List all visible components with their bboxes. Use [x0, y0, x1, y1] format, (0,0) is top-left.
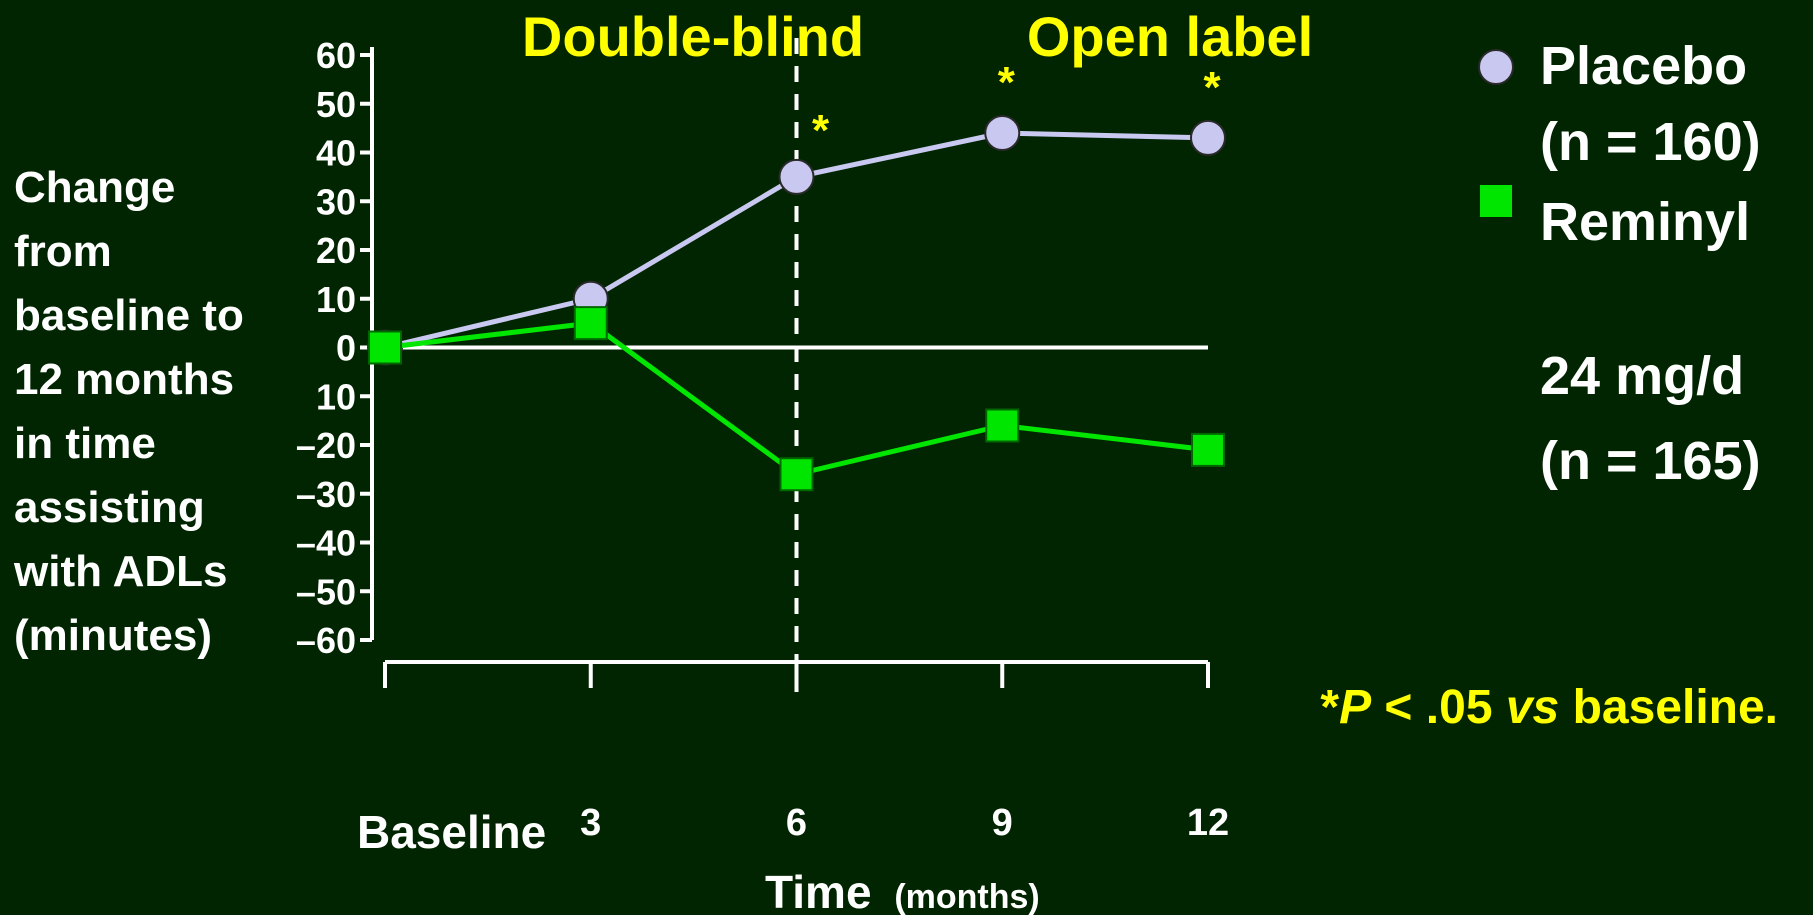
y-axis-label-line: in time — [14, 419, 156, 468]
x-axis-title: Time (months) — [765, 866, 1040, 915]
y-tick-label: 20 — [316, 230, 356, 271]
y-axis-label-line: with ADLs — [13, 547, 227, 596]
significance-marker: * — [812, 106, 830, 155]
footnote-star: * — [1320, 681, 1339, 734]
significance-marker: * — [998, 58, 1016, 107]
legend-reminyl-label: Reminyl 24 mg/d (n = 165) — [1540, 192, 1765, 491]
y-axis-label-line: from — [14, 227, 112, 276]
x-tick-label: 3 — [580, 802, 601, 844]
significance-marker: * — [1203, 63, 1221, 112]
legend-reminyl-line: 24 mg/d — [1540, 346, 1744, 406]
x-tick-label: 6 — [786, 802, 807, 844]
y-axis-label-line: baseline to — [14, 291, 244, 340]
series-layer: * * * — [367, 58, 1226, 492]
phase-label-open-label: Open label — [1027, 5, 1313, 68]
legend-placebo-label: Placebo (n = 160) — [1540, 36, 1762, 172]
data-point-placebo — [984, 115, 1021, 151]
y-tick-label: 0 — [336, 328, 356, 369]
data-point-reminyl — [368, 330, 402, 365]
x-tick-label: Baseline — [357, 806, 546, 858]
y-tick-label: 10 — [316, 279, 356, 320]
legend-placebo-marker — [1478, 49, 1514, 85]
y-tick-label: –20 — [296, 425, 356, 466]
footnote: *P < .05 vs baseline. — [1320, 681, 1778, 734]
y-tick-label: 60 — [316, 35, 356, 76]
footnote-tail: baseline. — [1559, 681, 1778, 734]
x-tick-label: 9 — [992, 802, 1013, 844]
legend-reminyl-marker — [1480, 185, 1512, 217]
axes-layer: 60 50 40 30 20 10 0 10 –20 –30 –40 –50 –60 Baseline 3 6… — [296, 35, 1229, 858]
y-axis-label-line: 12 months — [14, 355, 234, 404]
y-tick-label: –60 — [296, 620, 356, 661]
footnote-p: P — [1339, 681, 1372, 734]
y-tick-label: 40 — [316, 133, 356, 174]
y-tick-label: 10 — [316, 376, 356, 417]
legend-placebo-line: Placebo — [1540, 36, 1747, 96]
y-tick-label: 50 — [316, 84, 356, 125]
data-point-placebo — [1190, 119, 1226, 156]
x-axis-label: Time — [765, 866, 872, 915]
data-point-reminyl — [985, 408, 1020, 443]
y-axis-label: Change from baseline to 12 months in tim… — [13, 163, 256, 660]
y-tick-label: –30 — [296, 474, 356, 515]
footnote-middle: < .05 — [1371, 681, 1506, 734]
footnote-vs: vs — [1506, 681, 1559, 734]
y-axis-label-line: assisting — [14, 483, 205, 532]
y-tick-label: –40 — [296, 523, 356, 564]
y-axis-label-line: (minutes) — [14, 611, 212, 660]
x-tick-label: 12 — [1187, 802, 1229, 844]
legend: Placebo (n = 160) Reminyl 24 mg/d (n = 1… — [1478, 36, 1765, 491]
data-point-placebo — [778, 158, 815, 195]
legend-reminyl-line: Reminyl — [1540, 192, 1750, 252]
x-axis-unit: (months) — [894, 878, 1039, 915]
legend-reminyl-line: (n = 165) — [1540, 431, 1761, 491]
y-tick-label: –50 — [296, 571, 356, 612]
data-point-reminyl — [779, 457, 814, 492]
data-point-reminyl — [573, 306, 608, 341]
legend-placebo-line: (n = 160) — [1540, 112, 1761, 172]
data-point-reminyl — [1191, 432, 1225, 467]
y-axis-label-line: Change — [14, 163, 175, 212]
y-tick-label: 30 — [316, 181, 356, 222]
phase-label-double-blind: Double-blind — [522, 5, 864, 68]
